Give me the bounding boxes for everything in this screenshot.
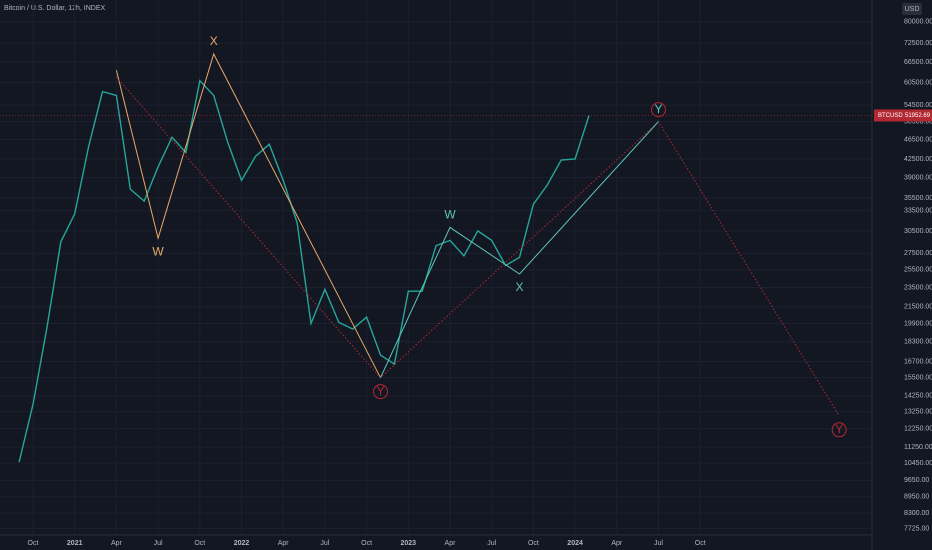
wave-line [380,121,659,378]
x-tick-label: Apr [278,540,290,547]
x-tick-label: 2021 [67,540,83,547]
y-tick-label: 30500.00 [904,228,932,235]
y-tick-label: 19900.00 [904,320,932,327]
y-tick-label: 42500.00 [904,156,932,163]
y-tick-label: 50500.00 [904,118,932,125]
y-tick-label: 60500.00 [904,79,932,86]
y-tick-label: 16700.00 [904,358,932,365]
y-tick-label: 7725.00 [904,525,929,532]
wave-label: X [515,280,523,294]
y-tick-label: 35500.00 [904,195,932,202]
y-tick-label: 8300.00 [904,510,929,517]
price-label-box [874,109,932,122]
wave-label: X [210,34,218,48]
y-tick-label: 15500.00 [904,375,932,382]
price-line-series [18,79,590,463]
x-tick-label: Jul [154,540,163,547]
y-tick-label: 46500.00 [904,136,932,143]
x-tick-label: Oct [695,540,706,547]
wave-label: W [444,208,456,222]
x-tick-label: 2023 [401,540,417,547]
x-tick-label: Jul [654,540,663,547]
wave-circle [831,422,847,438]
wave-label: Y [654,102,662,116]
y-tick-label: 39000.00 [904,174,932,181]
x-tick-label: Apr [611,540,623,547]
y-tick-label: 66500.00 [904,59,932,66]
wave-label: Y [835,422,843,436]
wave-line [115,52,381,378]
y-tick-label: 54500.00 [904,102,932,109]
y-tick-label: 10450.00 [904,460,932,467]
x-tick-label: 2024 [567,540,583,547]
x-tick-label: Oct [528,540,539,547]
y-tick-label: 8950.00 [904,494,929,501]
y-tick-label: 33500.00 [904,207,932,214]
y-tick-label: 25500.00 [904,267,932,274]
y-tick-label: 11250.00 [904,444,932,451]
wave-circle [373,384,388,400]
y-tick-label: 23500.00 [904,284,932,291]
wave-label: W [152,244,164,258]
x-tick-label: Apr [445,540,457,547]
y-tick-label: 13250.00 [904,409,932,416]
currency-box [902,3,922,15]
price-label-name: BTCUSD [878,113,903,119]
price-label-value: 51952.69 [905,113,931,119]
x-tick-label: Oct [28,540,39,547]
y-tick-label: 18300.00 [904,339,932,346]
wave-circle [651,102,666,118]
x-tick-label: Jul [320,540,329,547]
chart-title: Bitcoin / U.S. Dollar, 12h, INDEX [4,5,105,12]
y-tick-label: 80000.00 [904,19,932,26]
x-tick-label: Oct [194,540,205,547]
x-tick-label: Jul [487,540,496,547]
y-tick-label: 12250.00 [904,426,932,433]
y-tick-label: 14250.00 [904,393,932,400]
y-tick-label: 21500.00 [904,304,932,311]
y-tick-label: 27500.00 [904,250,932,257]
x-tick-label: Apr [111,540,123,547]
y-tick-label: 72500.00 [904,40,932,47]
x-tick-label: Oct [361,540,372,547]
y-tick-label: 9650.00 [904,477,929,484]
x-tick-label: 2022 [234,540,250,547]
currency: USD [905,6,920,13]
wave-line [116,76,840,417]
wave-label: Y [376,384,384,398]
